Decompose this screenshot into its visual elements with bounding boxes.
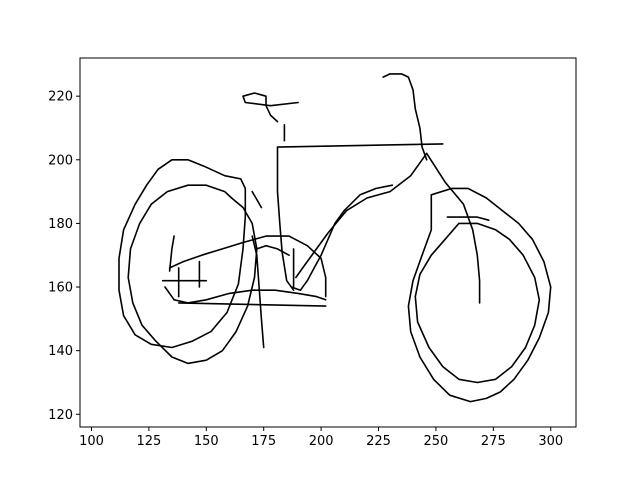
series-line-3 bbox=[414, 222, 541, 384]
series-line-0 bbox=[118, 159, 247, 349]
series-line-8 bbox=[425, 152, 481, 304]
series-line-21 bbox=[343, 184, 394, 212]
series-line-10 bbox=[251, 190, 263, 209]
y-tick-label: 120 bbox=[48, 408, 73, 423]
y-tick-label: 200 bbox=[48, 153, 73, 168]
x-tick-label: 100 bbox=[79, 434, 104, 449]
series-line-20 bbox=[290, 209, 345, 292]
series-line-11 bbox=[242, 92, 299, 123]
x-tick-label: 225 bbox=[366, 434, 391, 449]
x-tick-label: 200 bbox=[309, 434, 334, 449]
series-line-18 bbox=[177, 302, 327, 307]
plot-frame bbox=[79, 57, 577, 428]
series-line-7 bbox=[295, 152, 428, 279]
series-line-14 bbox=[164, 286, 327, 304]
x-tick-label: 175 bbox=[251, 434, 276, 449]
x-tick-label: 275 bbox=[481, 434, 506, 449]
y-tick-label: 180 bbox=[48, 217, 73, 232]
series-line-4 bbox=[382, 73, 428, 161]
series-line-1 bbox=[127, 184, 258, 365]
y-tick-label: 220 bbox=[48, 90, 73, 105]
series-line-2 bbox=[407, 187, 552, 403]
series-line-24 bbox=[255, 244, 290, 256]
x-axis-ticks: 100 125 150 175 200 225 250 275 300 bbox=[79, 427, 563, 449]
y-axis-ticks: 120 140 160 180 200 220 bbox=[48, 90, 80, 423]
series-line-22 bbox=[446, 216, 490, 221]
y-tick-label: 140 bbox=[48, 344, 73, 359]
x-tick-label: 300 bbox=[538, 434, 563, 449]
series-line-9 bbox=[251, 235, 265, 349]
series-line-13 bbox=[168, 235, 327, 298]
y-tick-label: 160 bbox=[48, 281, 73, 296]
series-line-15 bbox=[168, 235, 175, 272]
x-tick-label: 250 bbox=[424, 434, 449, 449]
x-tick-label: 150 bbox=[194, 434, 219, 449]
series-line-6 bbox=[276, 146, 295, 292]
x-tick-label: 125 bbox=[136, 434, 161, 449]
series-line-5 bbox=[276, 143, 444, 148]
series-layer bbox=[118, 73, 552, 403]
